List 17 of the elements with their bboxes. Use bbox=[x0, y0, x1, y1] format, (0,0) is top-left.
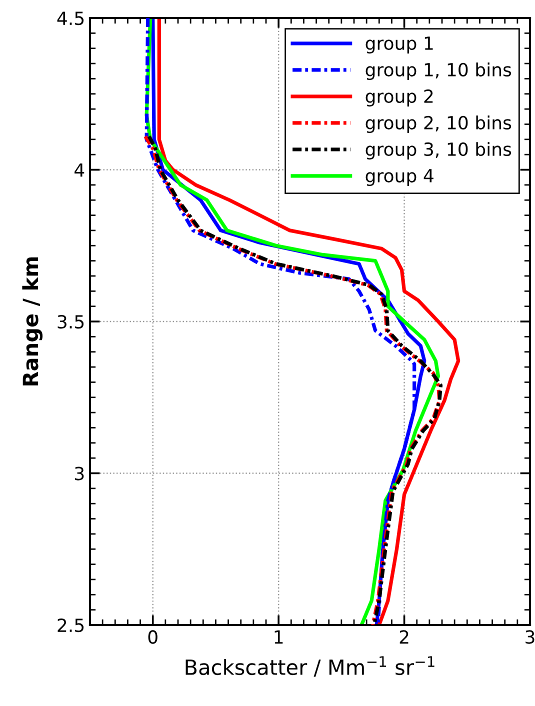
x-tick-label: 2 bbox=[400, 630, 408, 644]
x-tick-label: 3 bbox=[526, 630, 534, 644]
legend-label: group 1, 10 bins bbox=[366, 62, 512, 80]
x-tick-label: 1 bbox=[274, 630, 283, 644]
y-tick-label: 3.5 bbox=[58, 314, 84, 329]
y-tick-label: 3 bbox=[75, 466, 84, 480]
x-tick-label: 0 bbox=[148, 630, 158, 644]
y-axis-title: Range / km bbox=[22, 257, 43, 386]
x-axis-title: Backscatter / Mm$^{−1}$ sr$^{−1}$ bbox=[186, 656, 434, 677]
y-tick-label: 4 bbox=[74, 163, 84, 177]
legend-label: group 1 bbox=[366, 36, 433, 54]
legend-label: group 4 bbox=[366, 169, 434, 186]
legend-label: group 2, 10 bins bbox=[366, 116, 512, 134]
legend-label: group 2 bbox=[366, 89, 433, 107]
y-tick-label: 2.5 bbox=[58, 618, 84, 632]
legend-label: group 3, 10 bins bbox=[366, 142, 512, 160]
y-tick-label: 4.5 bbox=[57, 12, 84, 26]
